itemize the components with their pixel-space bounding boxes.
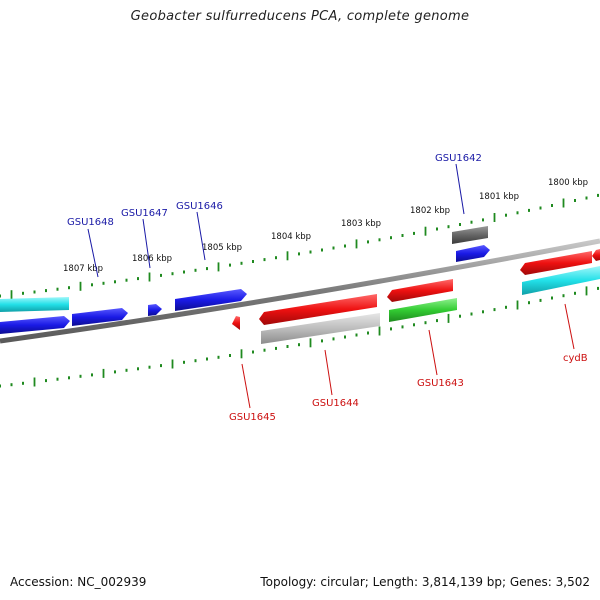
gene-label-gsu1643[interactable]: GSU1643 [417, 378, 464, 389]
kbp-labels: 1807 kbp 1806 kbp 1805 kbp 1804 kbp 1803… [63, 178, 588, 274]
gene-label-gsu1647[interactable]: GSU1647 [121, 208, 168, 219]
kbp-label-1805: 1805 kbp [202, 243, 242, 253]
gene-gsu1645-arrow[interactable] [232, 316, 240, 330]
forward-strand-genes [0, 226, 600, 334]
genome-summary-text: Topology: circular; Length: 3,814,139 bp… [260, 575, 590, 589]
kbp-label-1803: 1803 kbp [341, 219, 381, 229]
gene-red-edge-right[interactable] [592, 249, 600, 261]
label-leaders [87, 163, 575, 409]
bottom-tick-row [0, 286, 599, 388]
gene-label-cydb[interactable]: cydB [563, 353, 588, 364]
gene-label-gsu1642[interactable]: GSU1642 [435, 153, 482, 164]
map-title: Geobacter sulfurreducens PCA, complete g… [130, 9, 470, 24]
genome-backbone [0, 238, 600, 344]
gene-red-block-middle[interactable] [387, 279, 453, 302]
accession-text: Accession: NC_002939 [10, 575, 147, 589]
kbp-label-1804: 1804 kbp [271, 232, 311, 242]
gene-label-gsu1644[interactable]: GSU1644 [312, 398, 359, 409]
gene-cyan-left[interactable] [0, 297, 69, 312]
gene-red-block-right[interactable] [520, 251, 592, 275]
gene-gsu1646-arrow[interactable] [175, 289, 247, 311]
gene-label-gsu1645[interactable]: GSU1645 [229, 412, 276, 423]
gene-gsu1648-arrow[interactable] [72, 308, 128, 326]
reverse-strand-genes [232, 294, 457, 344]
gene-grey-block[interactable] [261, 313, 380, 344]
top-tick-row [0, 193, 599, 300]
kbp-label-1806: 1806 kbp [132, 254, 172, 264]
kbp-label-1801: 1801 kbp [479, 192, 519, 202]
gene-gsu1643-block[interactable] [389, 298, 457, 322]
gene-blue-left-edge[interactable] [0, 316, 70, 334]
gene-label-gsu1648[interactable]: GSU1648 [67, 217, 114, 228]
kbp-label-1800: 1800 kbp [548, 178, 588, 188]
kbp-label-1807: 1807 kbp [63, 264, 103, 274]
kbp-label-1802: 1802 kbp [410, 206, 450, 216]
gene-gsu1644-arrow[interactable] [259, 294, 377, 325]
gene-gsu1642-arrow[interactable] [456, 245, 490, 262]
gene-cyan-right[interactable] [522, 266, 600, 295]
gene-gsu1647-arrow[interactable] [148, 304, 162, 316]
gene-label-gsu1646[interactable]: GSU1646 [176, 201, 223, 212]
gene-darkgrey-block[interactable] [452, 226, 488, 244]
gene-labels: GSU1648 GSU1647 GSU1646 GSU1642 GSU1645 … [67, 153, 588, 423]
